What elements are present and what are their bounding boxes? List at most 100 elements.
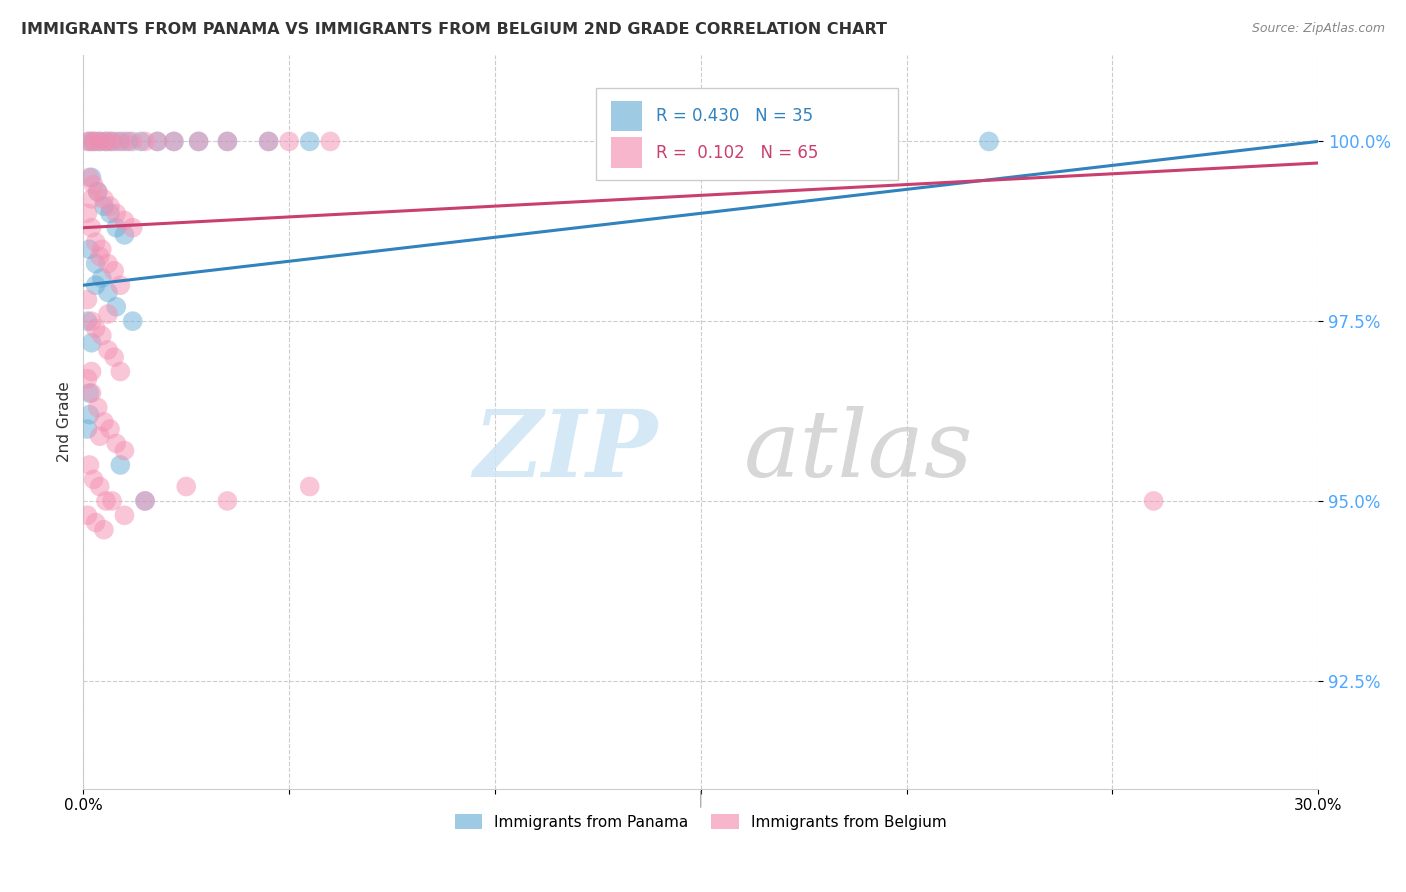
Point xyxy=(76,372,98,386)
Point xyxy=(217,135,239,149)
Point xyxy=(97,257,120,271)
Y-axis label: 2nd Grade: 2nd Grade xyxy=(58,382,72,462)
Point xyxy=(121,135,143,149)
Point xyxy=(163,135,186,149)
Point xyxy=(79,386,101,401)
Point xyxy=(80,220,103,235)
Point xyxy=(105,436,128,450)
Point xyxy=(298,135,321,149)
Point xyxy=(217,135,239,149)
Point xyxy=(80,192,103,206)
Point xyxy=(103,350,125,364)
Point xyxy=(76,314,98,328)
Point xyxy=(80,364,103,378)
Point xyxy=(105,220,128,235)
Point xyxy=(110,278,132,293)
Point xyxy=(257,135,280,149)
Point xyxy=(110,135,132,149)
Point xyxy=(114,135,136,149)
Text: Source: ZipAtlas.com: Source: ZipAtlas.com xyxy=(1251,22,1385,36)
Point xyxy=(79,135,101,149)
Point xyxy=(76,508,98,523)
Point xyxy=(83,178,105,192)
Text: IMMIGRANTS FROM PANAMA VS IMMIGRANTS FROM BELGIUM 2ND GRADE CORRELATION CHART: IMMIGRANTS FROM PANAMA VS IMMIGRANTS FRO… xyxy=(21,22,887,37)
Point xyxy=(83,135,105,149)
Point xyxy=(298,479,321,493)
Point xyxy=(105,135,128,149)
Point xyxy=(90,242,112,256)
Point xyxy=(90,328,112,343)
Point xyxy=(84,278,107,293)
Point xyxy=(86,185,108,199)
Point xyxy=(76,422,98,436)
Point xyxy=(134,494,156,508)
Point xyxy=(97,285,120,300)
Point xyxy=(129,135,152,149)
Point xyxy=(110,364,132,378)
Point xyxy=(84,235,107,249)
Point xyxy=(93,523,115,537)
Point xyxy=(98,206,121,220)
Text: atlas: atlas xyxy=(744,406,973,496)
FancyBboxPatch shape xyxy=(610,101,641,131)
Point xyxy=(94,135,117,149)
Point xyxy=(98,422,121,436)
Point xyxy=(105,206,128,220)
Point xyxy=(89,429,111,443)
Point xyxy=(98,135,121,149)
Point xyxy=(86,185,108,199)
Point xyxy=(103,264,125,278)
Point xyxy=(80,335,103,350)
Point xyxy=(146,135,169,149)
Point xyxy=(110,458,132,472)
FancyBboxPatch shape xyxy=(610,137,641,168)
Point xyxy=(79,170,101,185)
Point xyxy=(93,192,115,206)
Point xyxy=(80,135,103,149)
Point xyxy=(79,458,101,472)
Point xyxy=(90,271,112,285)
Point xyxy=(76,135,98,149)
Point xyxy=(114,443,136,458)
Point xyxy=(86,401,108,415)
Point xyxy=(84,321,107,335)
Point xyxy=(117,135,139,149)
Point xyxy=(93,199,115,213)
Point xyxy=(134,135,156,149)
Point xyxy=(84,257,107,271)
Point xyxy=(187,135,209,149)
Text: R =  0.102   N = 65: R = 0.102 N = 65 xyxy=(657,144,818,161)
Point xyxy=(98,199,121,213)
Point xyxy=(114,508,136,523)
Point xyxy=(278,135,301,149)
Point xyxy=(977,135,1000,149)
Point xyxy=(97,307,120,321)
Point xyxy=(93,415,115,429)
Point xyxy=(94,135,117,149)
Point xyxy=(217,494,239,508)
Point xyxy=(84,516,107,530)
Point xyxy=(89,479,111,493)
Point xyxy=(76,293,98,307)
Point xyxy=(121,220,143,235)
Text: R = 0.430   N = 35: R = 0.430 N = 35 xyxy=(657,107,814,125)
Point xyxy=(257,135,280,149)
Point xyxy=(187,135,209,149)
Point xyxy=(163,135,186,149)
Point xyxy=(89,135,111,149)
Point xyxy=(105,300,128,314)
Point xyxy=(1142,494,1164,508)
Point xyxy=(76,206,98,220)
Point xyxy=(89,135,111,149)
Point xyxy=(89,250,111,264)
Legend: Immigrants from Panama, Immigrants from Belgium: Immigrants from Panama, Immigrants from … xyxy=(449,808,953,836)
Text: ZIP: ZIP xyxy=(474,406,658,496)
Point xyxy=(80,314,103,328)
Point xyxy=(134,494,156,508)
Point xyxy=(80,170,103,185)
Point xyxy=(83,472,105,486)
Point xyxy=(94,494,117,508)
Point xyxy=(101,494,124,508)
Point xyxy=(84,135,107,149)
Point xyxy=(174,479,197,493)
